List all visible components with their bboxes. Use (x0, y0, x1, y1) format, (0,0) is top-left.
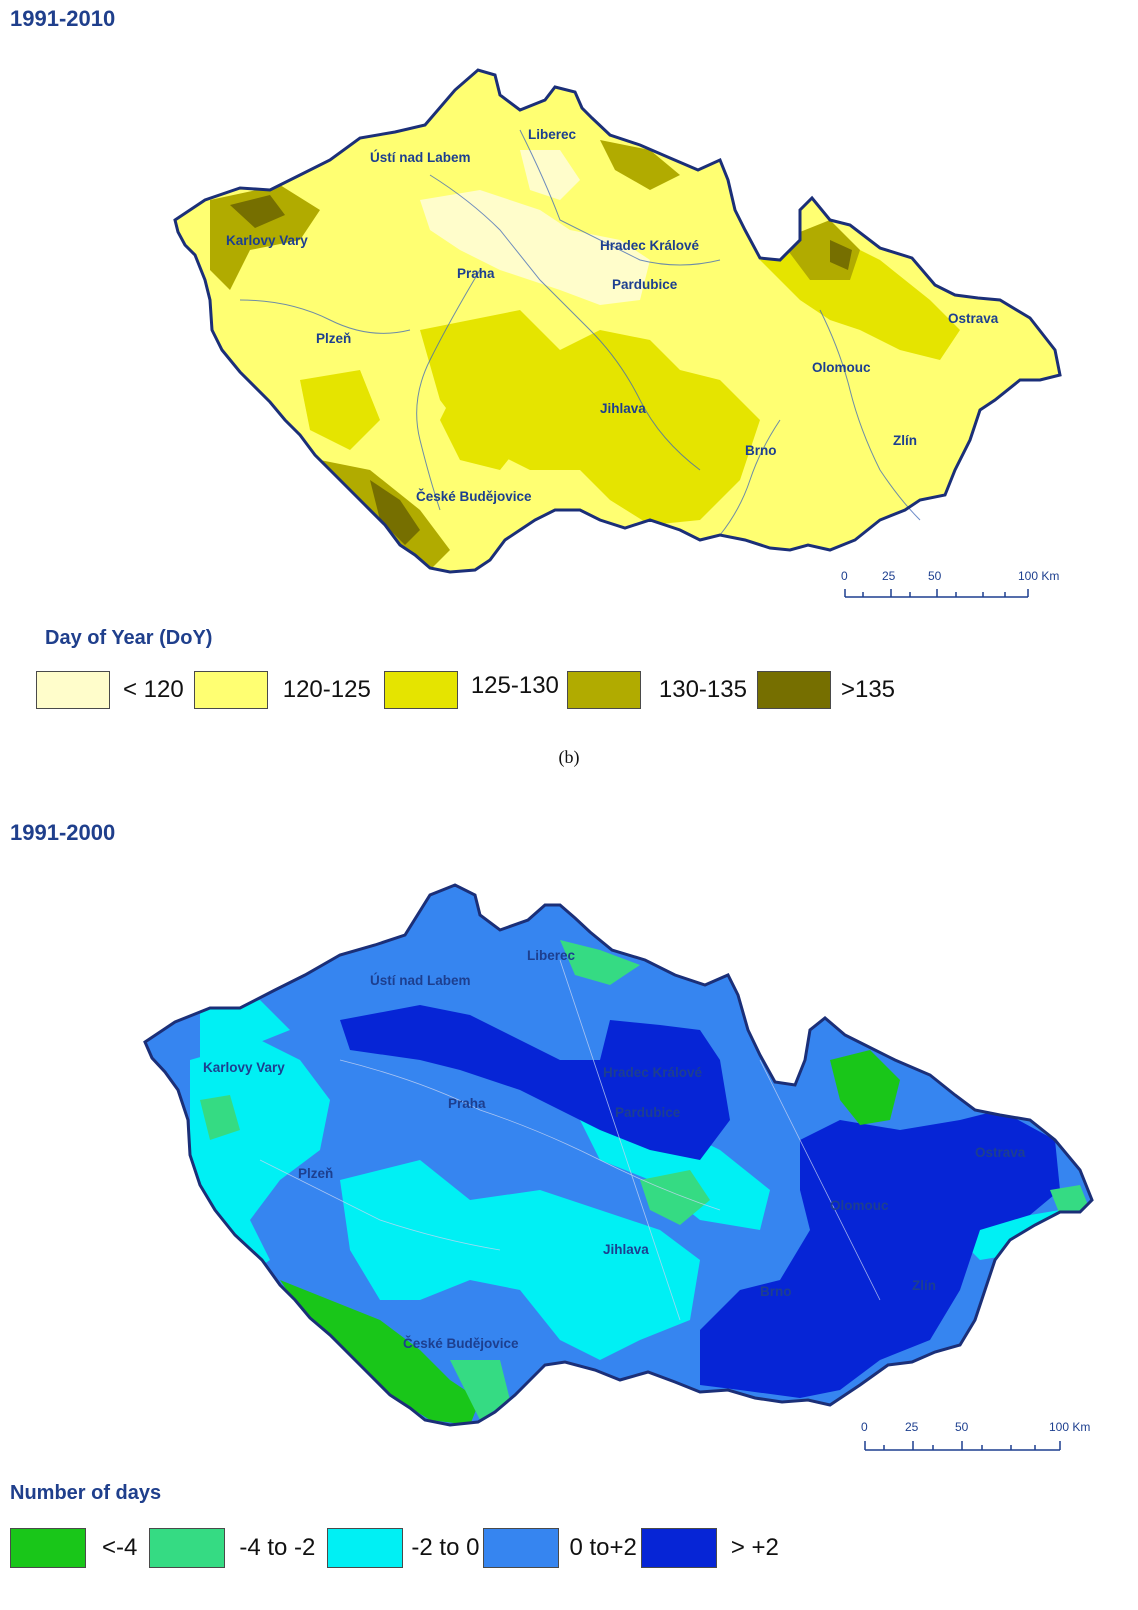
legend-swatch-lt-120 (36, 671, 110, 709)
city-label-hradec-kralove: Hradec Králové (603, 1065, 703, 1080)
city-label-ceske-budejovice: České Budějovice (403, 1336, 519, 1351)
legend-swatch-gt-plus-2 (640, 1528, 717, 1568)
map-a-legend: < 120 120-125 125-130 130-135 >135 (36, 671, 895, 709)
legend-label: 125-130 (470, 672, 559, 699)
map-b-scale-bar: 0 25 50 100 Km (861, 1420, 1090, 1434)
svg-text:100 Km: 100 Km (1049, 1420, 1090, 1434)
svg-text:25: 25 (882, 569, 896, 580)
city-label-usti-nad-labem: Ústí nad Labem (370, 973, 471, 988)
city-label-zlin: Zlín (912, 1278, 936, 1293)
legend-item: > +2 (640, 1528, 779, 1568)
svg-text:50: 50 (955, 1420, 969, 1434)
map-a-scale-ruler (844, 589, 1029, 598)
city-label-brno: Brno (760, 1284, 792, 1299)
legend-item: -4 to -2 (149, 1528, 327, 1568)
legend-label: -2 to 0 (411, 1534, 480, 1561)
legend-label: < 120 (123, 676, 184, 703)
city-label-pardubice: Pardubice (612, 277, 678, 292)
svg-text:0: 0 (861, 1420, 868, 1434)
map-b-choropleth: Liberec Ústí nad Labem Karlovy Vary Hrad… (143, 883, 1094, 1434)
city-label-jihlava: Jihlava (600, 401, 646, 416)
city-label-plzen: Plzeň (298, 1166, 333, 1181)
map-a-period-title: 1991-2010 (10, 6, 116, 31)
city-label-praha: Praha (457, 266, 495, 281)
legend-swatch-gt-135 (756, 671, 831, 709)
legend-swatch-minus-4-to-minus-2 (149, 1528, 226, 1568)
legend-swatch-125-130 (383, 671, 458, 709)
legend-swatch-120-125 (193, 671, 268, 709)
city-label-ceske-budejovice: České Budějovice (416, 489, 532, 504)
city-label-zlin: Zlín (893, 433, 917, 448)
legend-item: -2 to 0 (327, 1528, 483, 1568)
city-label-liberec: Liberec (528, 127, 577, 142)
map-a-scale-bar: 0 25 50 100 Km (841, 569, 1059, 580)
legend-swatch-minus-2-to-0 (327, 1528, 404, 1568)
legend-label: >135 (840, 676, 896, 703)
legend-label: <-4 (102, 1534, 138, 1561)
legend-label: -4 to -2 (239, 1534, 316, 1561)
legend-label: > +2 (730, 1534, 779, 1561)
city-label-hradec-kralove: Hradec Králové (600, 238, 700, 253)
legend-item: >135 (756, 671, 896, 709)
city-label-ostrava: Ostrava (975, 1145, 1026, 1160)
map-b-period-title: 1991-2000 (10, 820, 116, 845)
panel-label: (b) (558, 747, 580, 767)
legend-item: <-4 (10, 1528, 149, 1568)
legend-item: < 120 (36, 671, 194, 709)
city-label-brno: Brno (745, 443, 777, 458)
map-a-legend-title: Day of Year (DoY) (45, 627, 213, 649)
legend-item: 130-135 (566, 671, 757, 709)
legend-swatch-0-to-plus-2 (483, 1528, 560, 1568)
legend-item: 125-130 (383, 671, 567, 709)
legend-label: 120-125 (282, 676, 371, 703)
svg-text:50: 50 (928, 569, 942, 580)
city-label-liberec: Liberec (527, 948, 576, 963)
city-label-pardubice: Pardubice (615, 1105, 681, 1120)
city-label-jihlava: Jihlava (603, 1242, 649, 1257)
city-label-praha: Praha (448, 1096, 486, 1111)
city-label-olomouc: Olomouc (812, 360, 871, 375)
map-b-legend-title: Number of days (10, 1482, 162, 1504)
svg-text:100 Km: 100 Km (1018, 569, 1059, 580)
map-b-legend: <-4 -4 to -2 -2 to 0 0 to+2 > +2 (10, 1528, 779, 1568)
legend-label: 130-135 (658, 676, 747, 703)
svg-text:0: 0 (841, 569, 848, 580)
legend-item: 0 to+2 (483, 1528, 640, 1568)
city-label-usti-nad-labem: Ústí nad Labem (370, 150, 471, 165)
map-a-choropleth: Liberec Ústí nad Labem Karlovy Vary Hrad… (173, 68, 1062, 580)
legend-swatch-lt-minus-4 (10, 1528, 86, 1568)
svg-text:25: 25 (905, 1420, 919, 1434)
city-label-karlovy-vary: Karlovy Vary (203, 1060, 285, 1075)
city-label-plzen: Plzeň (316, 331, 351, 346)
city-label-karlovy-vary: Karlovy Vary (226, 233, 308, 248)
map-b-scale-ruler (864, 1441, 1061, 1451)
city-label-olomouc: Olomouc (830, 1198, 889, 1213)
legend-label: 0 to+2 (569, 1534, 637, 1561)
city-label-ostrava: Ostrava (948, 311, 999, 326)
legend-item: 120-125 (193, 671, 384, 709)
legend-swatch-130-135 (566, 671, 641, 709)
